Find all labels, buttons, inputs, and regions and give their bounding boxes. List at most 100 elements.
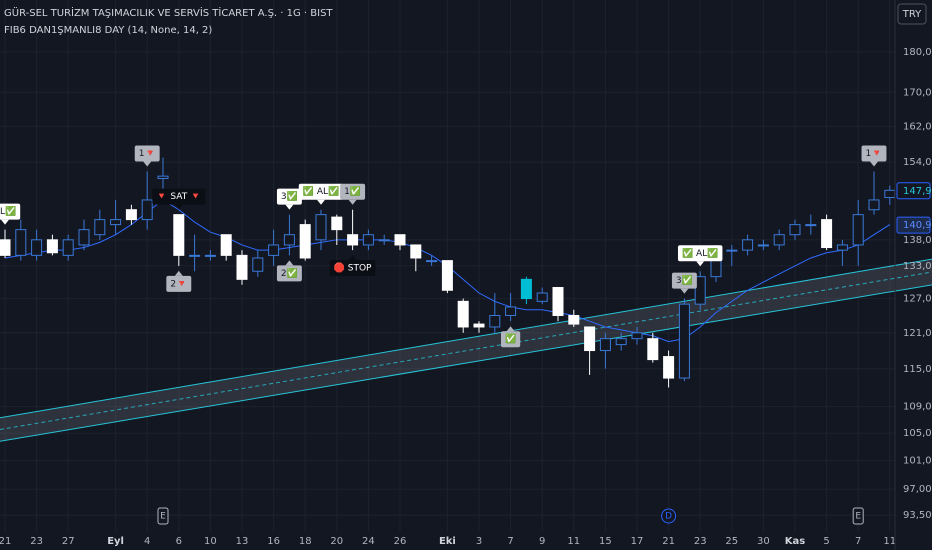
signal-pointer xyxy=(285,260,294,266)
y-tick-label: 180,0 xyxy=(903,47,932,58)
signal-pointer xyxy=(348,255,357,261)
signal-label: 2🔻 xyxy=(170,279,187,289)
x-tick-label: 10 xyxy=(204,536,217,547)
signal-box xyxy=(677,245,723,262)
candle-body xyxy=(410,244,422,259)
signal-box xyxy=(0,203,21,220)
candle-body xyxy=(821,219,833,249)
signal-pointer xyxy=(285,204,294,210)
signal-box xyxy=(276,188,302,205)
signal-label: ✅ xyxy=(505,333,516,345)
channel-mid xyxy=(0,271,932,431)
candle-body xyxy=(584,326,596,352)
candle-body xyxy=(378,239,390,242)
candle-body xyxy=(473,323,485,328)
x-tick-label: 7 xyxy=(507,536,513,547)
signal-label: 🔻 SAT 🔻 xyxy=(156,192,201,202)
candle-body xyxy=(678,303,690,379)
signal-box xyxy=(276,265,302,282)
candle-body xyxy=(220,234,232,256)
signal-label: ✅ AL✅ xyxy=(682,247,718,259)
channel-lower xyxy=(0,284,932,442)
x-tick-label: 13 xyxy=(236,536,249,547)
candle-body xyxy=(141,199,153,221)
signal-box xyxy=(861,145,887,162)
signal-pointer xyxy=(143,161,152,167)
x-tick-label: 11 xyxy=(567,536,580,547)
signal-label: 1🔻 xyxy=(866,149,883,159)
candle-body xyxy=(631,332,643,340)
candle-body xyxy=(441,260,453,291)
candle-body xyxy=(805,224,817,227)
currency-box[interactable] xyxy=(897,3,927,25)
candle-body xyxy=(852,214,864,246)
x-tick-label: 25 xyxy=(725,536,738,547)
signal-box xyxy=(298,183,344,200)
x-tick-label: Eki xyxy=(439,536,456,547)
x-tick-label: 4 xyxy=(144,536,150,547)
signal-box xyxy=(152,188,206,205)
channel-upper xyxy=(0,258,932,419)
candle-body xyxy=(125,209,137,221)
signal-box xyxy=(166,275,192,292)
currency[interactable]: TRY xyxy=(902,9,922,20)
candle-body xyxy=(757,244,769,247)
candle-body xyxy=(347,234,359,246)
candle-body xyxy=(299,224,311,259)
candle-body xyxy=(283,234,295,246)
x-tick-label: 3 xyxy=(476,536,482,547)
signal-label: 1✅ xyxy=(344,185,361,197)
candle-body xyxy=(599,338,611,352)
x-tick-label: 23 xyxy=(30,536,43,547)
signal-box xyxy=(671,272,697,289)
candle-body xyxy=(110,219,122,226)
candle-body xyxy=(615,338,627,346)
signal-box xyxy=(134,145,160,162)
candle-body xyxy=(789,224,801,236)
signal-pointer xyxy=(870,161,878,167)
y-tick-label: 121,0 xyxy=(903,328,932,339)
candle-body xyxy=(189,254,201,257)
candle-body xyxy=(94,219,106,236)
candle-body xyxy=(568,314,580,325)
x-tick-label: 11 xyxy=(883,536,896,547)
signal-box xyxy=(340,183,366,200)
x-tick-label: 16 xyxy=(267,536,280,547)
candle-body xyxy=(536,292,548,302)
candle-body xyxy=(31,239,43,256)
y-tick-label: 109,0 xyxy=(903,402,932,413)
x-tick-label: 6 xyxy=(176,536,182,547)
candle-body xyxy=(457,300,469,328)
candle-body xyxy=(252,257,264,272)
signal-label: 3✅ xyxy=(281,190,298,202)
signal-label: 1🔻 xyxy=(139,149,156,159)
candle-body xyxy=(505,306,517,316)
candle-body xyxy=(46,239,58,254)
x-tick-label: 5 xyxy=(823,536,829,547)
x-tick-label: Kas xyxy=(785,536,805,547)
candle-body xyxy=(520,278,532,300)
signal-pointer xyxy=(1,219,9,225)
plot-area: AL✅ 1🔻 🔻 SAT 🔻 2🔻 3✅ ✅ AL✅ 1✅ 2✅ 🛑 STOP ✅ 3✅ ✅ AL✅ 1… xyxy=(0,0,932,532)
x-tick-label: 27 xyxy=(62,536,75,547)
candle-body xyxy=(362,234,374,246)
candle-body xyxy=(836,244,848,251)
signal-label: AL✅ xyxy=(0,205,16,217)
candle-body xyxy=(268,244,280,256)
signal-label: 🛑 STOP xyxy=(334,262,372,274)
x-tick-label: 21 xyxy=(662,536,675,547)
indicator-label: FIB6 DAN1ŞMANLI8 DAY (14, None, 14, 2) xyxy=(4,25,212,36)
candle-body xyxy=(394,234,406,246)
candle-body xyxy=(62,239,74,256)
candle-body xyxy=(773,234,785,246)
candle-body xyxy=(663,356,675,379)
x-tick-label: Eyl xyxy=(107,536,124,547)
candle-body xyxy=(15,229,27,256)
price-tag-label: 147,9 xyxy=(903,186,932,197)
x-tick-label: 24 xyxy=(362,536,375,547)
x-tick-label: 23 xyxy=(694,536,707,547)
candle-body xyxy=(78,229,90,246)
x-tick-label: 17 xyxy=(631,536,644,547)
y-tick-label: 93,50 xyxy=(903,510,932,521)
